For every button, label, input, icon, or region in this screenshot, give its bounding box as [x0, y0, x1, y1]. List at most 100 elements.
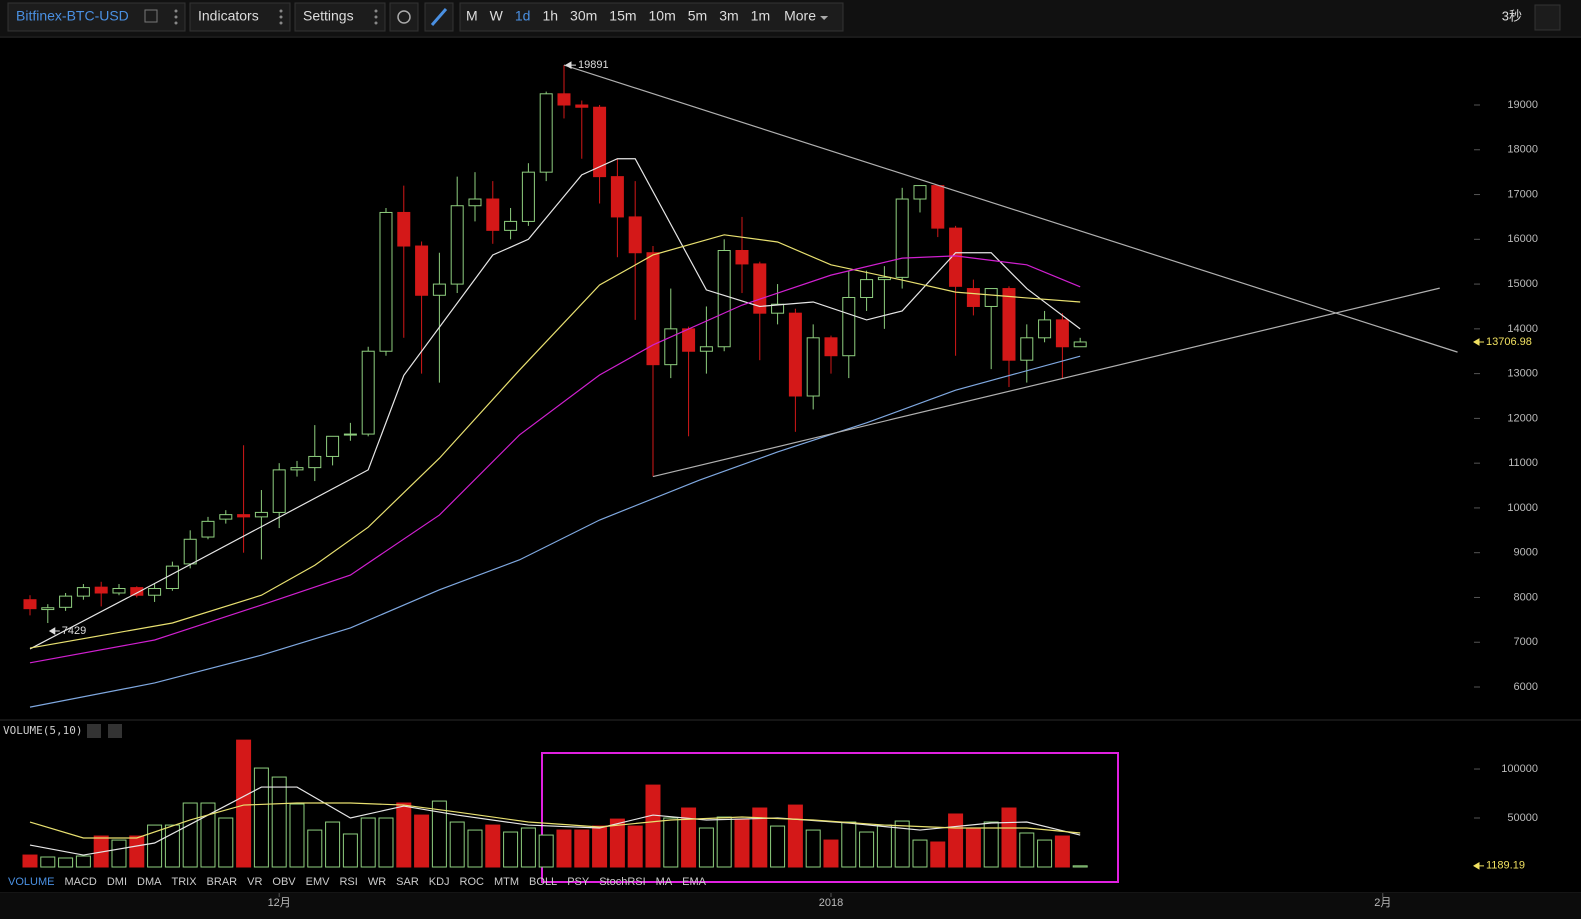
candle-body: [557, 93, 571, 106]
y-tick-label: 13000: [1507, 368, 1538, 380]
indicator-tab[interactable]: VOLUME: [8, 876, 54, 888]
close-icon[interactable]: [108, 724, 122, 738]
indicator-tab[interactable]: RSI: [339, 876, 357, 888]
indicators-button[interactable]: Indicators: [198, 8, 259, 24]
price-label: 19891: [578, 59, 609, 71]
volume-bar: [129, 835, 145, 868]
candle-body: [842, 297, 856, 357]
interval-button[interactable]: M: [466, 8, 478, 24]
indicator-tab[interactable]: MTM: [494, 876, 519, 888]
indicator-tab[interactable]: BOLL: [529, 876, 557, 888]
trend-line: [563, 64, 1458, 353]
candle-body: [112, 588, 126, 594]
candle-body: [628, 216, 642, 254]
label-arrow: [565, 61, 576, 69]
candle-body: [539, 93, 553, 173]
indicator-tab[interactable]: SAR: [396, 876, 419, 888]
indicator-tab[interactable]: ROC: [460, 876, 485, 888]
volume-bar: [787, 804, 803, 868]
candle-body: [343, 433, 357, 436]
menu-dots[interactable]: [174, 9, 178, 25]
menu-dots[interactable]: [279, 9, 283, 25]
indicators-box[interactable]: [189, 2, 291, 32]
menu-dots[interactable]: [374, 9, 378, 25]
interval-button[interactable]: 30m: [570, 8, 597, 24]
candle-body: [486, 198, 500, 231]
volume-bar: [698, 827, 714, 868]
candle-body: [326, 435, 340, 457]
volume-bar: [503, 831, 519, 868]
y-tick-label: 12000: [1507, 412, 1538, 424]
volume-bar: [948, 813, 964, 868]
indicator-tab[interactable]: DMA: [137, 876, 162, 888]
indicator-tab[interactable]: OBV: [272, 876, 296, 888]
indicator-tab[interactable]: TRIX: [171, 876, 197, 888]
volume-bar: [40, 856, 56, 868]
candle-body: [94, 586, 108, 594]
indicator-tab[interactable]: PSY: [567, 876, 590, 888]
indicator-tab[interactable]: EMA: [682, 876, 707, 888]
candle-body: [23, 599, 37, 610]
indicator-tab[interactable]: EMV: [306, 876, 331, 888]
y-tick-label: 14000: [1507, 323, 1538, 335]
interval-button[interactable]: 15m: [609, 8, 636, 24]
candle-body: [432, 283, 446, 296]
interval-button[interactable]: 1m: [751, 8, 770, 24]
settings-box[interactable]: [294, 2, 386, 32]
indicator-tab[interactable]: MACD: [64, 876, 96, 888]
candle-body: [290, 467, 304, 471]
volume-bar: [574, 829, 590, 868]
candle-body: [1002, 288, 1016, 361]
indicator-tab[interactable]: VR: [247, 876, 262, 888]
theme-button[interactable]: [389, 2, 419, 32]
volume-bar: [1019, 832, 1035, 868]
candle-body: [806, 337, 820, 397]
interval-button[interactable]: W: [490, 8, 504, 24]
more-button[interactable]: More: [784, 8, 816, 24]
indicator-tab[interactable]: BRAR: [207, 876, 238, 888]
volume-bar: [396, 802, 412, 868]
indicator-tab[interactable]: StochRSI: [599, 876, 645, 888]
indicator-tab[interactable]: MA: [656, 876, 673, 888]
fullscreen-button[interactable]: [1534, 4, 1561, 31]
interval-button[interactable]: 1h: [542, 8, 558, 24]
volume-bar: [111, 839, 127, 868]
refresh-rate[interactable]: 3秒: [1502, 8, 1522, 23]
candle-body: [1073, 341, 1087, 348]
candle-body: [913, 185, 927, 200]
candle-body: [610, 176, 624, 218]
interval-button[interactable]: 3m: [719, 8, 738, 24]
moving-average: [29, 355, 1081, 708]
popout-icon[interactable]: [144, 9, 158, 23]
price-label: 13706.98: [1486, 336, 1532, 348]
volume-bar: [930, 841, 946, 868]
interval-button[interactable]: 1d: [515, 8, 531, 24]
volume-bar: [805, 829, 821, 868]
candle-body: [468, 198, 482, 207]
settings-button[interactable]: Settings: [303, 8, 354, 24]
symbol-box[interactable]: [7, 2, 186, 32]
interval-button[interactable]: 10m: [649, 8, 676, 24]
volume-bar: [360, 817, 376, 868]
settings-icon[interactable]: [87, 724, 101, 738]
candle-body: [41, 607, 55, 611]
volume-bar: [894, 820, 910, 868]
volume-bar: [520, 827, 536, 868]
indicator-tab[interactable]: KDJ: [429, 876, 450, 888]
indicator-tab[interactable]: DMI: [107, 876, 127, 888]
candle-body: [504, 220, 518, 231]
symbol[interactable]: Bitfinex-BTC-USD: [16, 8, 129, 24]
candle-body: [254, 511, 268, 518]
candle-body: [379, 211, 393, 352]
candle-body: [735, 250, 749, 265]
indicator-tab[interactable]: WR: [368, 876, 386, 888]
highlight-box: [541, 752, 1119, 883]
x-tick-label: 12月: [268, 897, 291, 909]
volume-bar: [752, 807, 768, 868]
volume-bar: [75, 855, 91, 868]
x-tick-label: 2月: [1374, 897, 1391, 909]
volume-bar: [965, 827, 981, 868]
volume-last: 1189.19: [1486, 860, 1525, 872]
interval-button[interactable]: 5m: [688, 8, 707, 24]
